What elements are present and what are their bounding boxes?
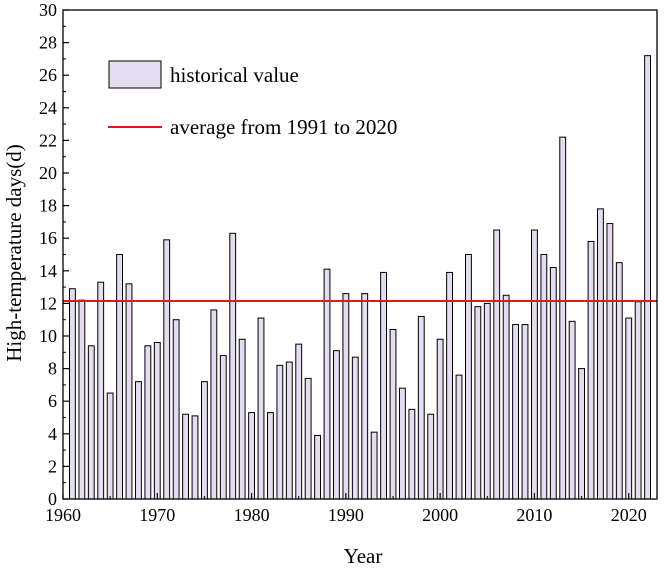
- legend-label-average: average from 1991 to 2020: [170, 115, 397, 139]
- bar-1998: [417, 315, 425, 500]
- bar-1965: [106, 392, 114, 500]
- bar-2000: [436, 338, 444, 500]
- bar-1967: [125, 283, 133, 500]
- bar-1972: [172, 319, 180, 500]
- y-tick-label-4: 4: [48, 424, 57, 444]
- y-tick-label-8: 8: [48, 359, 57, 379]
- bar-1996: [399, 387, 406, 500]
- bar-1975: [201, 381, 208, 500]
- bar-2019: [615, 262, 623, 500]
- bar-2002: [455, 374, 463, 500]
- bar-1995: [389, 328, 397, 500]
- legend-bar-swatch: [108, 60, 162, 89]
- y-tick-label-2: 2: [48, 456, 57, 476]
- bar-1977: [219, 355, 227, 500]
- bar-1988: [323, 268, 331, 500]
- y-tick-label-22: 22: [39, 130, 57, 150]
- bar-2018: [606, 223, 614, 500]
- bar-2017: [597, 208, 604, 500]
- x-tick-label-2010: 2010: [516, 505, 552, 525]
- x-tick-label-1970: 1970: [139, 505, 175, 525]
- bar-1966: [116, 254, 124, 500]
- y-tick-label-10: 10: [39, 326, 57, 346]
- bar-1978: [229, 232, 237, 500]
- x-tick-label-2000: 2000: [422, 505, 458, 525]
- bar-2008: [512, 324, 520, 500]
- bar-2005: [483, 302, 491, 500]
- bar-1987: [314, 434, 321, 500]
- bar-2015: [578, 368, 586, 500]
- bar-1973: [182, 413, 189, 500]
- bar-2010: [531, 229, 538, 500]
- bar-1970: [153, 342, 161, 500]
- bar-2012: [549, 267, 557, 500]
- bar-1985: [295, 343, 303, 500]
- x-tick-label-1990: 1990: [328, 505, 364, 525]
- bar-1989: [333, 350, 340, 500]
- x-axis-title: Year: [344, 544, 383, 568]
- bars-group: [69, 55, 652, 500]
- y-tick-label-0: 0: [48, 489, 57, 509]
- bar-1979: [238, 338, 246, 500]
- bar-2007: [502, 294, 510, 500]
- bar-1971: [163, 239, 171, 500]
- bar-2004: [474, 306, 482, 500]
- bar-2011: [540, 254, 548, 500]
- y-tick-label-20: 20: [39, 163, 57, 183]
- bar-1962: [78, 299, 86, 500]
- bar-1991: [351, 356, 359, 500]
- bar-1984: [285, 361, 293, 500]
- bar-1968: [135, 381, 142, 500]
- y-tick-label-12: 12: [39, 293, 57, 313]
- bar-1986: [304, 377, 312, 500]
- bar-1974: [191, 415, 199, 500]
- bar-1976: [210, 309, 218, 500]
- y-tick-label-16: 16: [39, 228, 57, 248]
- bar-1999: [427, 413, 435, 500]
- y-axis-title: High-temperature days(d): [2, 144, 26, 362]
- bar-2020: [625, 317, 633, 500]
- bar-1963: [87, 345, 95, 500]
- bar-1982: [267, 412, 274, 500]
- bar-2006: [493, 229, 501, 500]
- bar-1969: [144, 345, 152, 500]
- bar-1990: [342, 293, 350, 500]
- bar-1961: [69, 288, 76, 500]
- bar-1994: [380, 271, 387, 500]
- bar-1997: [408, 408, 416, 500]
- bar-2009: [521, 324, 529, 500]
- bar-1983: [276, 364, 284, 500]
- y-tick-label-18: 18: [39, 196, 57, 216]
- legend-label-historical: historical value: [170, 63, 299, 87]
- bar-2003: [465, 254, 472, 500]
- y-tick-label-24: 24: [39, 98, 57, 118]
- bar-2016: [587, 240, 595, 500]
- y-tick-label-6: 6: [48, 391, 57, 411]
- bar-1992: [361, 293, 369, 500]
- y-tick-label-26: 26: [39, 65, 57, 85]
- y-tick-label-30: 30: [39, 0, 57, 20]
- bar-1980: [248, 412, 255, 500]
- bar-1993: [370, 431, 378, 500]
- bar-2021: [634, 301, 642, 500]
- bar-1964: [97, 281, 105, 500]
- bar-2022: [644, 55, 652, 500]
- x-tick-label-1980: 1980: [234, 505, 270, 525]
- bar-2014: [568, 320, 576, 500]
- y-tick-label-28: 28: [39, 33, 57, 53]
- bar-1981: [257, 317, 265, 500]
- x-tick-label-2020: 2020: [611, 505, 647, 525]
- legend: historical value average from 1991 to 202…: [108, 60, 397, 139]
- bar-2013: [559, 136, 567, 500]
- y-tick-label-14: 14: [39, 261, 57, 281]
- x-tick-label-1960: 1960: [45, 505, 81, 525]
- bar-2001: [446, 271, 453, 500]
